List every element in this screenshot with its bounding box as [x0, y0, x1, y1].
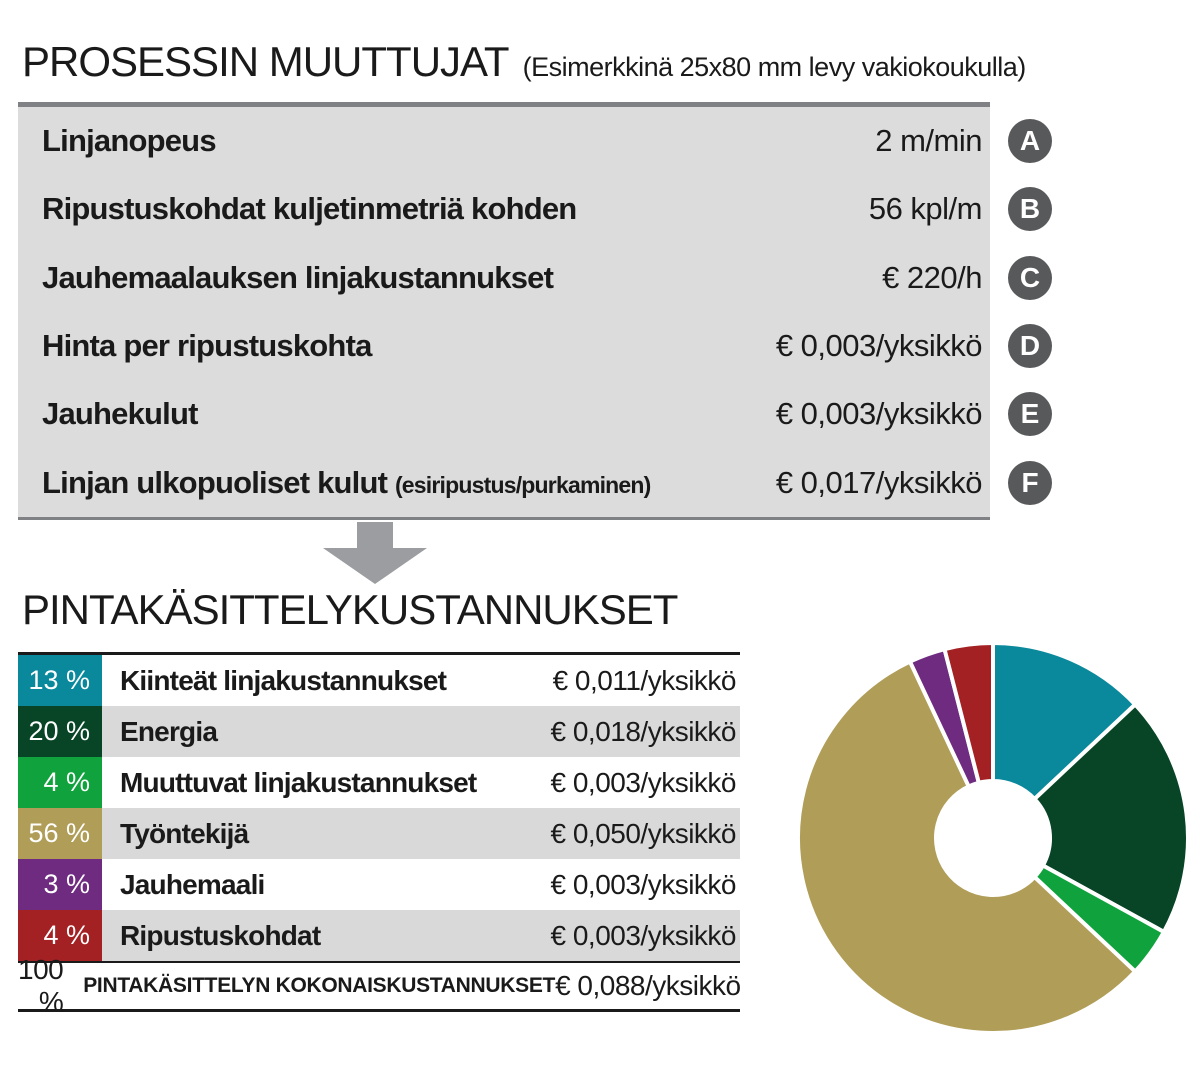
cost-label: Työntekijä	[120, 817, 249, 849]
table-row: Ripustuskohdat kuljetinmetriä kohden 56 …	[18, 175, 1052, 243]
costs-total-row: 100 % PINTAKÄSITTELYN KOKONAISKUSTANNUKS…	[18, 954, 741, 1017]
row-value: 2 m/min	[875, 123, 982, 159]
row-label-note: (esiripustus/purkaminen)	[394, 471, 651, 498]
row-value: € 0,003/yksikkö	[775, 328, 983, 364]
cost-label: Jauhemaali	[120, 868, 265, 900]
cost-value: € 0,018/yksikkö	[550, 715, 737, 747]
cost-row: 4 % Muuttuvat linjakustannukset € 0,003/…	[18, 757, 740, 808]
cost-label: Energia	[120, 715, 218, 747]
badge-c: C	[1008, 255, 1052, 300]
table-row: Jauhemaalauksen linjakustannukset € 220/…	[18, 244, 1052, 312]
donut-slice-3	[796, 659, 1138, 1035]
badge-b: B	[1008, 187, 1052, 232]
table-row: Jauhekulut € 0,003/yksikkö E	[18, 380, 1052, 448]
cost-label: Ripustuskohdat	[120, 919, 321, 951]
total-label: PINTAKÄSITTELYN KOKONAISKUSTANNUKSET	[83, 974, 556, 997]
row-label: Linjanopeus	[42, 123, 875, 159]
row-label-text: Jauhekulut	[42, 396, 198, 432]
table-row: Hinta per ripustuskohta € 0,003/yksikkö …	[18, 312, 1052, 380]
color-chip: 13 %	[18, 655, 102, 706]
row-label: Hinta per ripustuskohta	[42, 328, 776, 364]
row-label-text: Hinta per ripustuskohta	[42, 328, 372, 364]
cost-value: € 0,003/yksikkö	[550, 868, 737, 900]
table-row: Linjan ulkopuoliset kulut (esiripustus/p…	[18, 449, 1052, 517]
donut-slice-1	[1032, 702, 1190, 934]
color-chip: 3 %	[18, 859, 102, 910]
cost-label: Kiinteät linjakustannukset	[120, 664, 447, 696]
row-label-text: Jauhemaalauksen linjakustannukset	[42, 259, 554, 295]
row-label: Jauhekulut	[42, 396, 776, 432]
total-percent: 100 %	[18, 954, 64, 1017]
badge-d: D	[1008, 324, 1052, 369]
table-row: Linjanopeus 2 m/min A	[18, 107, 1052, 175]
donut-slice-0	[991, 641, 1138, 801]
row-label: Linjan ulkopuoliset kulut (esiripustus/p…	[42, 465, 776, 501]
cost-value: € 0,050/yksikkö	[550, 817, 737, 849]
row-label-text: Linjan ulkopuoliset kulut	[42, 464, 388, 500]
cost-label: Muuttuvat linjakustannukset	[120, 766, 477, 798]
donut-slice-5	[942, 641, 995, 785]
color-chip: 4 %	[18, 910, 102, 961]
cost-value: € 0,003/yksikkö	[550, 919, 737, 951]
cost-value: € 0,003/yksikkö	[550, 766, 737, 798]
row-value: 56 kpl/m	[868, 191, 983, 227]
cost-row: 3 % Jauhemaali € 0,003/yksikkö	[18, 859, 740, 910]
row-label: Ripustuskohdat kuljetinmetriä kohden	[42, 191, 869, 227]
costs-table: 13 % Kiinteät linjakustannukset € 0,011/…	[18, 652, 741, 1017]
cost-row: 4 % Ripustuskohdat € 0,003/yksikkö	[18, 910, 740, 961]
cost-donut-chart	[796, 641, 1190, 1035]
cost-row: 20 % Energia € 0,018/yksikkö	[18, 706, 740, 757]
color-chip: 56 %	[18, 808, 102, 859]
total-value: € 0,088/yksikkö	[555, 970, 741, 1001]
color-chip: 20 %	[18, 706, 102, 757]
color-chip: 4 %	[18, 757, 102, 808]
cost-row: 56 % Työntekijä € 0,050/yksikkö	[18, 808, 740, 859]
row-label-text: Ripustuskohdat kuljetinmetriä kohden	[42, 191, 577, 227]
page-title: PROSESSIN MUUTTUJAT	[22, 38, 510, 85]
process-header: PROSESSIN MUUTTUJAT (Esimerkkinä 25x80 m…	[22, 38, 1026, 86]
row-label: Jauhemaalauksen linjakustannukset	[42, 260, 882, 296]
row-value: € 0,017/yksikkö	[775, 464, 983, 500]
costs-title: PINTAKÄSITTELYKUSTANNUKSET	[22, 586, 678, 633]
row-value: € 220/h	[882, 259, 982, 295]
badge-f: F	[1008, 460, 1052, 505]
badge-e: E	[1008, 392, 1052, 437]
process-variables-table: Linjanopeus 2 m/min A Ripustuskohdat kul…	[18, 102, 1052, 520]
down-arrow-icon	[323, 522, 427, 584]
badge-a: A	[1008, 119, 1052, 164]
cost-row: 13 % Kiinteät linjakustannukset € 0,011/…	[18, 655, 740, 706]
row-value: € 0,003/yksikkö	[775, 396, 983, 432]
row-label-text: Linjanopeus	[42, 123, 217, 159]
cost-value: € 0,011/yksikkö	[552, 664, 737, 696]
page-subtitle: (Esimerkkinä 25x80 mm levy vakiokoukulla…	[522, 52, 1027, 82]
